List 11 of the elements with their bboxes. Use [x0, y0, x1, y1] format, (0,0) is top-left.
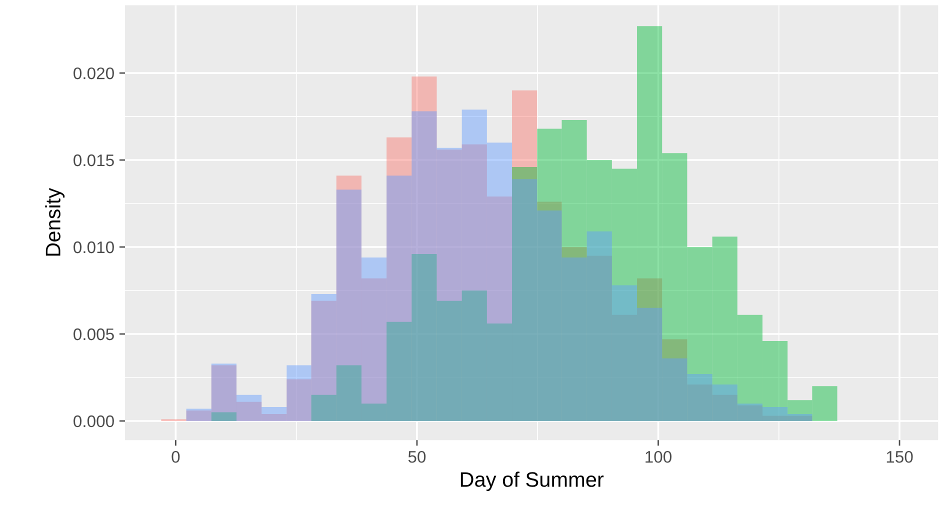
y-axis-title: Density: [45, 188, 65, 256]
y-tick-label: 0.020: [74, 67, 114, 80]
x-tick-label: 50: [408, 450, 426, 463]
x-tick-label: 0: [172, 450, 180, 463]
x-tick-label: 150: [886, 450, 913, 463]
y-tick-label: 0.005: [74, 328, 114, 340]
y-tick-label: 0.015: [74, 154, 114, 166]
x-axis-title: Day of Summer: [460, 472, 604, 492]
y-tick-label: 0.000: [74, 415, 114, 428]
y-tick-label: 0.010: [74, 241, 114, 254]
x-tick-label: 100: [646, 450, 672, 463]
